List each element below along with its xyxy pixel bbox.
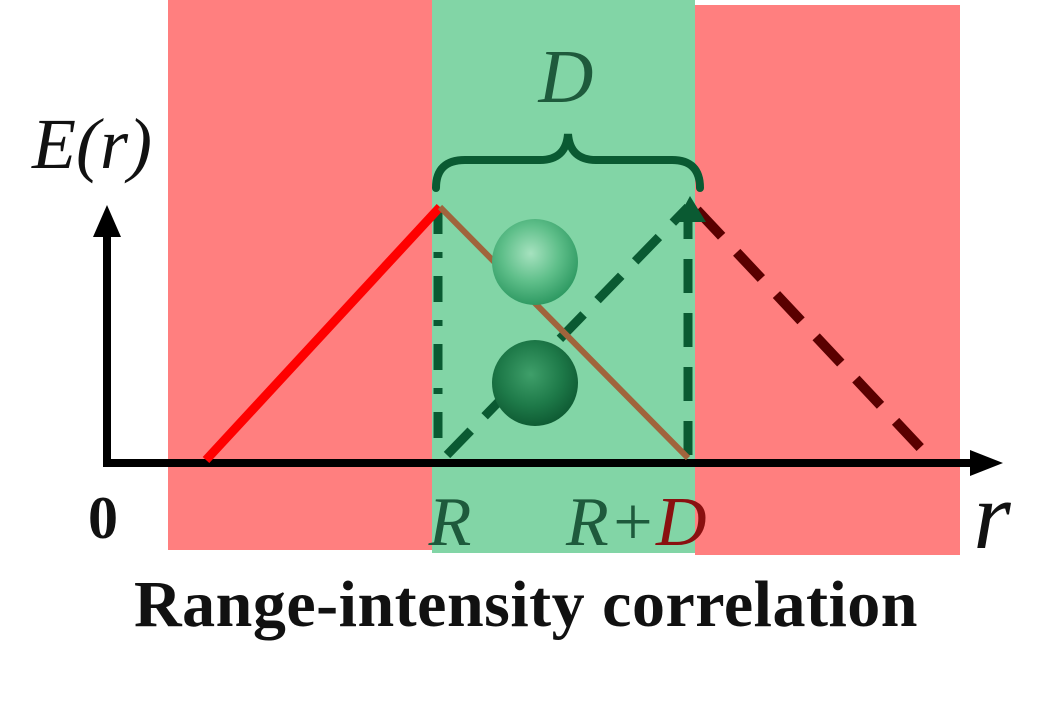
dashed-peak-arrowhead [676,196,706,222]
x-axis-arrowhead [970,450,1003,476]
tick-label-r-plus: R+ [565,484,656,560]
tick-label-d: D [655,484,707,560]
tick-label-r: R [428,484,472,560]
light-sphere [492,219,578,305]
dashed-rising-line [443,203,692,459]
dark-sphere [492,340,578,426]
y-axis-arrowhead [93,205,121,237]
diagram-caption: Range-intensity correlation [133,568,918,641]
interval-brace [432,133,704,192]
right-red-region [695,5,960,555]
interval-label: D [538,35,594,119]
rising-line [202,203,444,464]
origin-label: 0 [88,485,118,551]
y-axis-label: E(r) [31,104,152,184]
diagram-canvas: D E(r) 0 R R+D r [31,0,1011,569]
x-axis-label: r [973,462,1011,560]
tick-label-r-plus-d: R+D [565,484,707,560]
left-red-region [168,0,433,550]
falling-line [437,204,691,461]
